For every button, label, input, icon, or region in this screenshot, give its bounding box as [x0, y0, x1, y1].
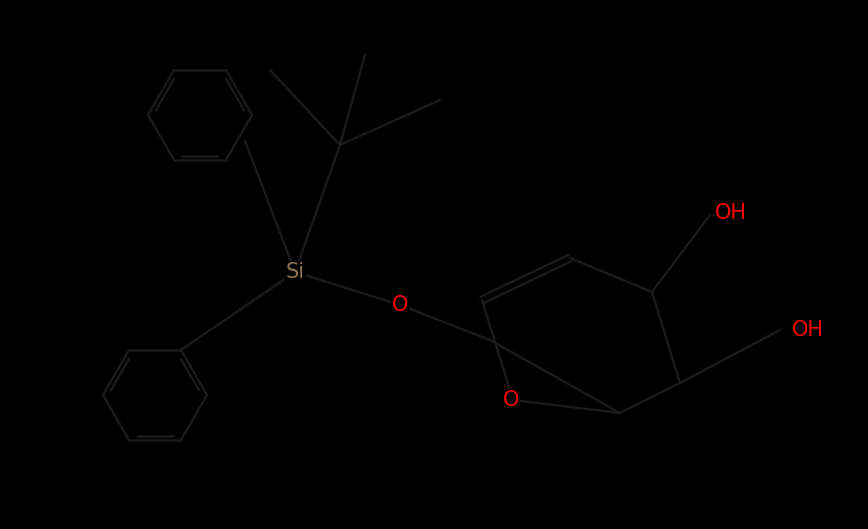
Text: Si: Si — [286, 262, 305, 282]
Text: OH: OH — [715, 203, 747, 223]
Text: OH: OH — [792, 320, 824, 340]
Text: O: O — [503, 390, 519, 410]
Text: O: O — [391, 295, 408, 315]
